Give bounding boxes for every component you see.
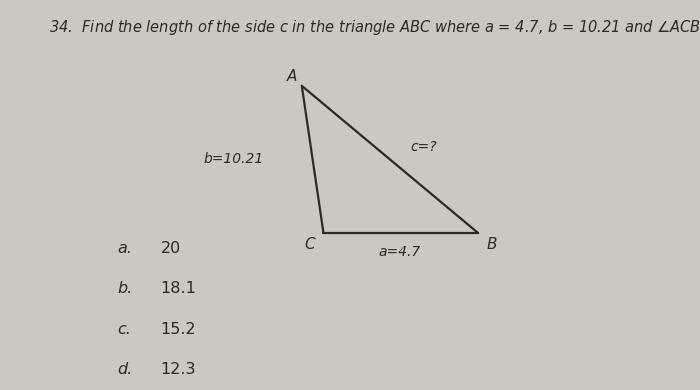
Text: B: B xyxy=(486,238,497,252)
Text: 18.1: 18.1 xyxy=(161,281,197,296)
Text: a.: a. xyxy=(118,241,132,255)
Text: A: A xyxy=(287,69,298,84)
Text: 34.  Find the length of the side $c$ in the triangle $ABC$ where $a$ = 4.7, $b$ : 34. Find the length of the side $c$ in t… xyxy=(49,18,700,37)
Text: 12.3: 12.3 xyxy=(161,362,196,377)
Text: C: C xyxy=(304,238,315,252)
Text: b=10.21: b=10.21 xyxy=(204,152,264,167)
Text: d.: d. xyxy=(118,362,132,377)
Text: a=4.7: a=4.7 xyxy=(378,245,421,259)
Text: c.: c. xyxy=(118,322,131,337)
Text: b.: b. xyxy=(118,281,132,296)
Text: 15.2: 15.2 xyxy=(161,322,197,337)
Text: 20: 20 xyxy=(161,241,181,255)
Text: c=?: c=? xyxy=(410,140,437,154)
